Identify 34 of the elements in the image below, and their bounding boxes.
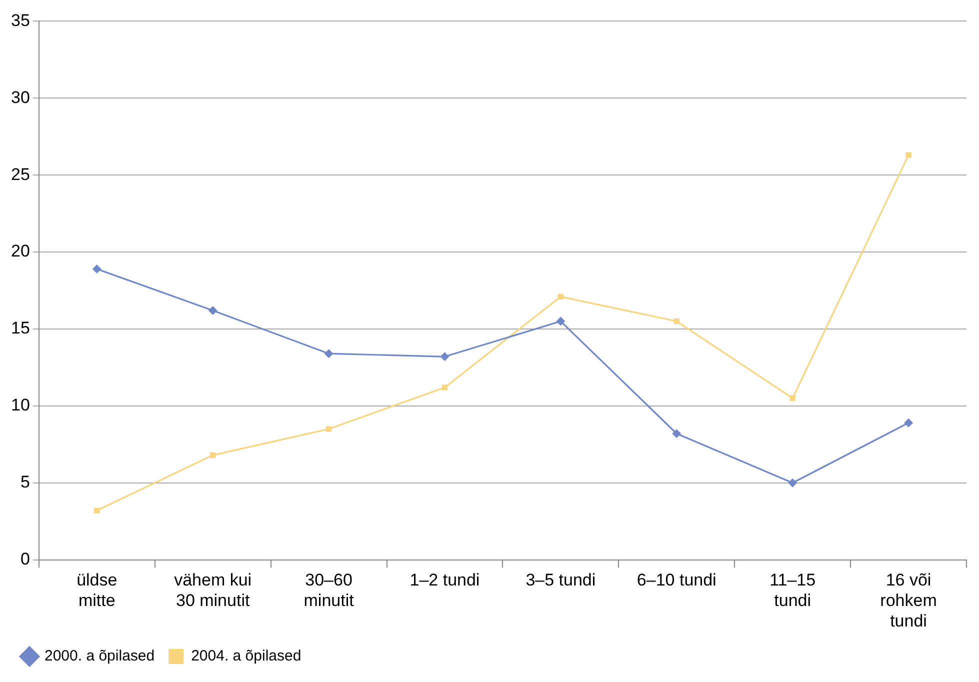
y-tick-label: 20 — [10, 242, 30, 261]
y-tick-label: 0 — [20, 549, 30, 568]
legend-label: 2004. a õpilased — [191, 648, 302, 665]
point — [92, 264, 102, 274]
y-tick-label: 10 — [10, 396, 30, 415]
x-tick-label: 16 või rohkem tundi — [880, 570, 937, 630]
point — [94, 508, 100, 514]
x-tick-label: 1–2 tundi — [410, 570, 480, 590]
point — [324, 349, 334, 358]
point — [674, 318, 680, 324]
x-tick-label: 3–5 tundi — [526, 570, 596, 590]
x-tick-label: 30–60 minutit — [304, 570, 354, 610]
point — [672, 429, 682, 438]
point — [326, 426, 332, 432]
x-tick-label: 11–15 tundi — [770, 570, 816, 610]
y-tick-label: 30 — [10, 88, 30, 107]
y-tick-label: 25 — [10, 164, 30, 184]
y-tick-label: 15 — [10, 318, 30, 338]
point — [210, 452, 216, 458]
x-tick-label: üldse mitte — [76, 570, 118, 610]
point — [440, 352, 450, 362]
point — [788, 478, 798, 488]
point — [556, 316, 566, 326]
point — [558, 294, 564, 300]
x-tick-label: vähem kui 30 minutit — [174, 570, 252, 610]
legend-label: 2000. a õpilased — [44, 648, 155, 665]
point — [906, 152, 912, 158]
point — [790, 395, 796, 402]
point — [442, 384, 448, 390]
point — [208, 306, 218, 316]
point — [904, 418, 914, 428]
x-tick-label: 6–10 tundi — [636, 570, 716, 590]
y-tick-label: 35 — [10, 10, 30, 30]
y-tick-label: 5 — [20, 472, 30, 492]
